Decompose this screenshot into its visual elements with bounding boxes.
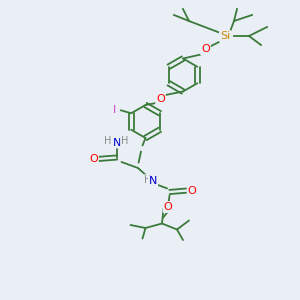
Text: N: N <box>149 176 157 187</box>
Text: O: O <box>188 185 196 196</box>
Text: O: O <box>201 44 210 55</box>
Text: H: H <box>144 175 151 185</box>
Text: O: O <box>89 154 98 164</box>
Text: O: O <box>156 94 165 104</box>
Text: N: N <box>113 137 121 148</box>
Text: H: H <box>104 136 112 146</box>
Text: O: O <box>164 202 172 212</box>
Text: H: H <box>121 136 128 146</box>
Polygon shape <box>138 168 155 183</box>
Text: I: I <box>113 105 116 115</box>
Text: Si: Si <box>220 31 230 41</box>
